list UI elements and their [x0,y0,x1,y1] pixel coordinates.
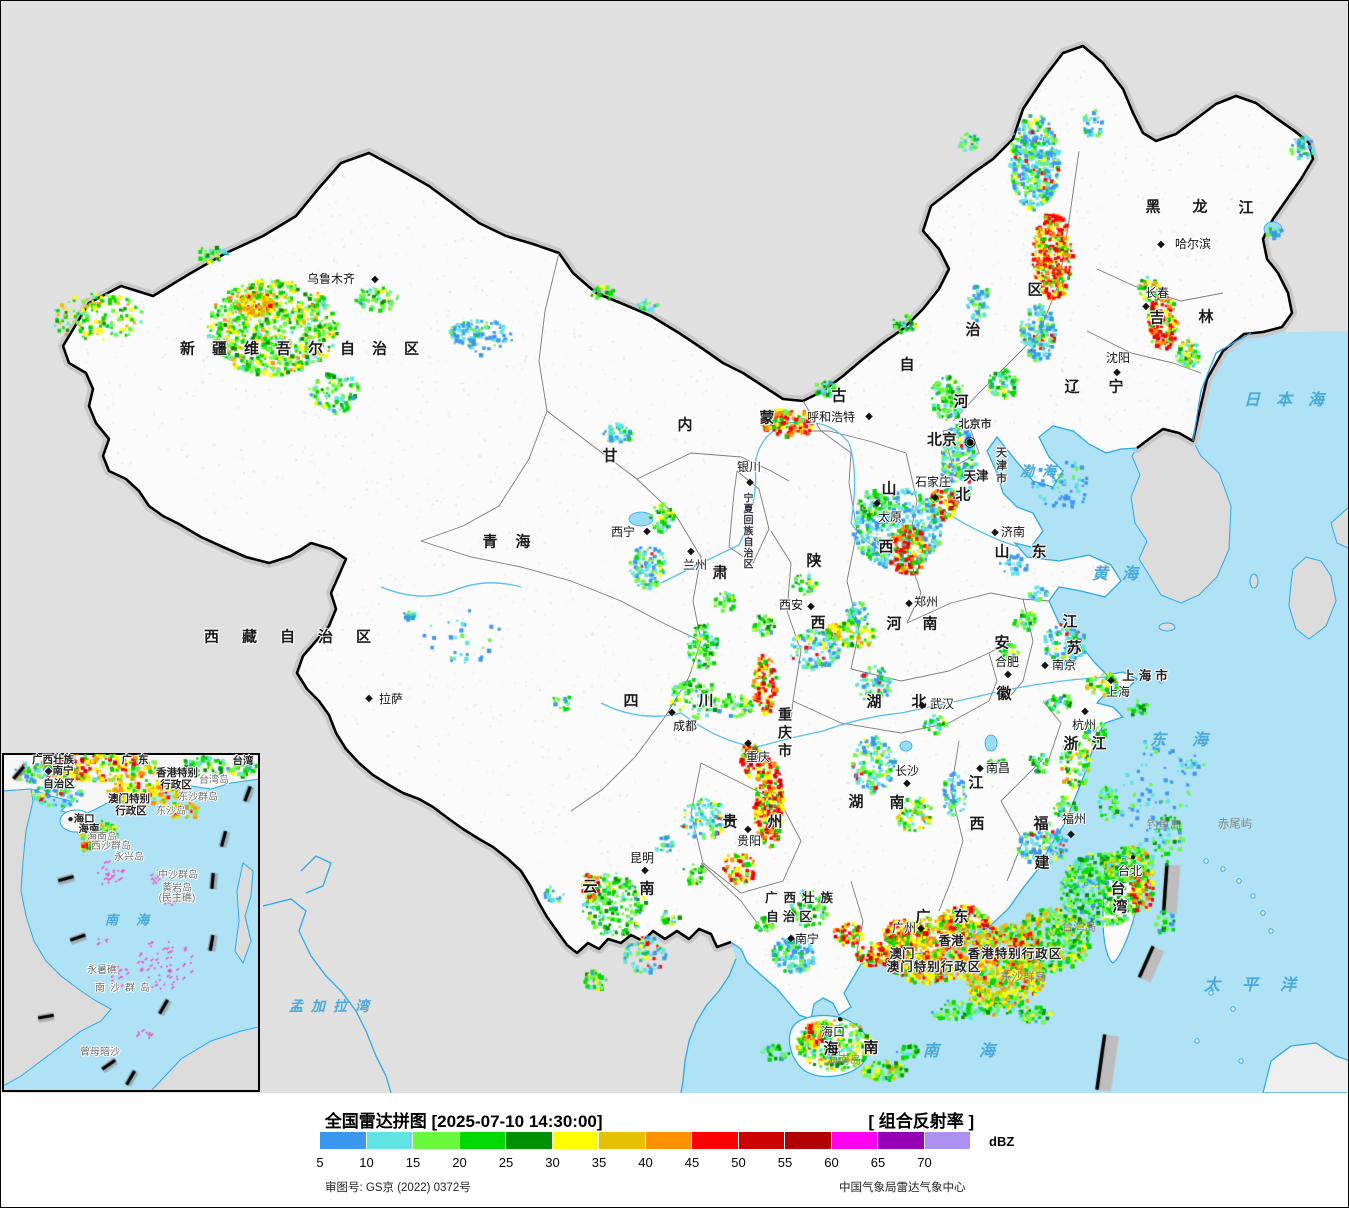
legend-color-cell [645,1132,692,1149]
legend-tick-label: 65 [870,1155,886,1170]
legend-color-cell [320,1132,367,1149]
legend-color-cell [552,1132,599,1149]
legend-tick-label: 15 [405,1155,421,1170]
legend-tick-label: 35 [591,1155,607,1170]
legend-color-cell [366,1132,413,1149]
legend-product-label: [ 组合反射率 ] [868,1112,975,1131]
legend-tick-label: 45 [684,1155,700,1170]
legend-tick-label: 5 [316,1155,324,1170]
legend-color-cell [738,1132,785,1149]
legend-tick-label: 50 [731,1155,746,1170]
legend-color-cell [924,1132,971,1149]
legend-tick-label: 10 [359,1155,374,1170]
legend-tick-label: 55 [777,1155,793,1170]
map-review-number: 审图号: GS京 (2022) 0372号 [325,1182,471,1194]
legend-tick-label: 20 [452,1155,467,1170]
china-radar-map: 黑龙江吉林辽宁内蒙古自治区新疆维吾尔自治区 西藏自治区青海甘肃山西陕西河北山东河南… [1,1,1348,1093]
legend-tick-label: 70 [917,1155,932,1170]
legend-color-cell [459,1132,506,1149]
legend-color-cell [413,1132,460,1149]
legend-color-cell [785,1132,832,1149]
legend-tick-label: 30 [545,1155,560,1170]
legend-title: 全国雷达拼图 [2025-07-10 14:30:00] [324,1112,603,1131]
legend-color-bar [320,1132,971,1149]
legend-color-cell [506,1132,553,1149]
legend-panel: 全国雷达拼图 [2025-07-10 14:30:00] [ 组合反射率 ] d… [1,1093,1348,1207]
legend-tick-label: 40 [638,1155,653,1170]
data-source-credit: 中国气象局雷达气象中心 [839,1182,966,1194]
legend-color-cell [692,1132,739,1149]
radar-echo-canvas [1,1,1348,1093]
legend-tick-label: 60 [824,1155,839,1170]
legend-color-cell [599,1132,646,1149]
legend-color-cell [831,1132,878,1149]
legend-color-cell [878,1132,925,1149]
legend-unit: dBZ [989,1134,1015,1149]
legend-tick-label: 25 [498,1155,514,1170]
